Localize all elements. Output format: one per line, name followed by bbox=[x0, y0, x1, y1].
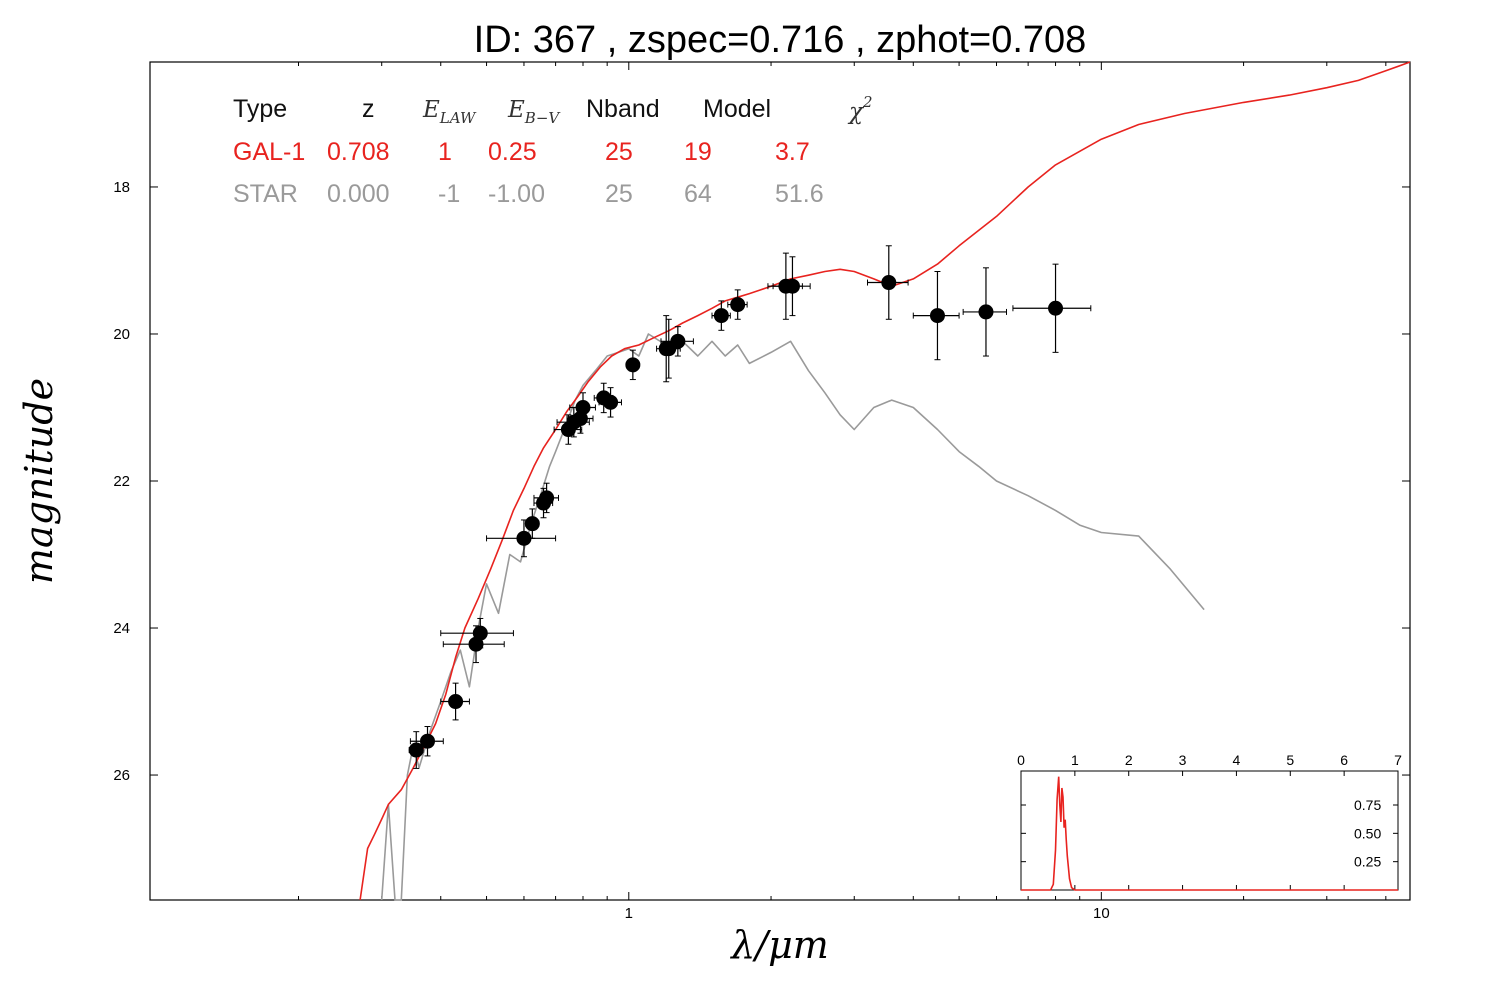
y-tick-label: 20 bbox=[113, 326, 130, 343]
data-point bbox=[962, 267, 1008, 357]
legend-cell-type: GAL-1 bbox=[233, 138, 305, 166]
inset-pdf-series bbox=[1021, 776, 1398, 891]
legend-cell-chi2: 3.7 bbox=[775, 138, 810, 166]
y-tick-label: 18 bbox=[113, 179, 130, 196]
data-point bbox=[440, 617, 514, 649]
data-point bbox=[524, 508, 540, 539]
data-point bbox=[440, 682, 470, 721]
legend-header-chi2: χ2 bbox=[847, 93, 872, 125]
inset-x-tick-label: 3 bbox=[1179, 752, 1187, 768]
x-axis-ticks: 1 10 bbox=[297, 62, 1387, 922]
point-marker bbox=[448, 694, 464, 710]
legend-header-elaw: ELAW bbox=[422, 97, 477, 127]
point-marker bbox=[516, 530, 532, 546]
inset-x-tick-label: 0 bbox=[1017, 752, 1025, 768]
data-point bbox=[711, 300, 731, 331]
data-point bbox=[409, 726, 444, 757]
y-tick-label: 24 bbox=[113, 620, 130, 637]
model-lines bbox=[359, 61, 1411, 901]
point-marker bbox=[929, 308, 945, 324]
point-marker bbox=[524, 516, 540, 532]
legend-cell-ebv: 0.25 bbox=[488, 138, 537, 166]
point-marker bbox=[730, 297, 746, 313]
point-marker bbox=[539, 490, 555, 506]
x-tick-label: 10 bbox=[1093, 905, 1110, 922]
data-point bbox=[598, 387, 622, 418]
chart-title: ID: 367 , zspec=0.716 , zphot=0.708 bbox=[474, 19, 1087, 61]
point-marker bbox=[881, 275, 897, 291]
legend-row-gal-1: GAL-1 0.708 1 0.25 25 19 3.7 bbox=[233, 138, 810, 166]
inset-ticks: 0 1 2 3 4 5 6 7 0.25 0.50 0.75 bbox=[1017, 752, 1402, 890]
redshift-pdf-inset: 0 1 2 3 4 5 6 7 0.25 0.50 0.75 bbox=[1017, 752, 1402, 891]
data-point bbox=[408, 731, 424, 769]
y-tick-label: 26 bbox=[113, 767, 130, 784]
y-axis-label: magnitude bbox=[17, 378, 61, 584]
inset-y-tick-label: 0.75 bbox=[1354, 797, 1381, 813]
data-point bbox=[772, 256, 811, 317]
data-point bbox=[656, 318, 681, 379]
legend-cell-model: 64 bbox=[684, 180, 712, 208]
legend-cell-nband: 25 bbox=[605, 138, 633, 166]
point-marker bbox=[420, 733, 436, 749]
inset-x-tick-label: 1 bbox=[1071, 752, 1079, 768]
point-marker bbox=[575, 399, 591, 415]
point-marker bbox=[472, 625, 488, 641]
x-tick-label: 1 bbox=[625, 905, 633, 922]
inset-y-tick-label: 0.50 bbox=[1354, 825, 1381, 841]
inset-x-tick-label: 5 bbox=[1286, 752, 1294, 768]
data-point bbox=[533, 482, 560, 514]
data-point bbox=[866, 245, 909, 320]
legend-header-ebv: EB−V bbox=[507, 97, 561, 127]
legend-header-model: Model bbox=[703, 95, 771, 123]
data-point bbox=[912, 271, 960, 361]
inset-pdf-line bbox=[1021, 776, 1398, 891]
legend-cell-model: 19 bbox=[684, 138, 712, 166]
legend-header-nband: Nband bbox=[586, 95, 660, 123]
inset-y-tick-label: 0.25 bbox=[1354, 854, 1381, 870]
legend-cell-ebv: -1.00 bbox=[488, 180, 545, 208]
point-marker bbox=[713, 308, 729, 324]
inset-x-tick-label: 7 bbox=[1394, 752, 1402, 768]
inset-x-tick-label: 4 bbox=[1233, 752, 1241, 768]
legend-row-star: STAR 0.000 -1 -1.00 25 64 51.6 bbox=[233, 180, 824, 208]
point-marker bbox=[670, 333, 686, 349]
x-axis-label: λ/μm bbox=[729, 923, 829, 967]
legend-cell-z: 0.000 bbox=[327, 180, 390, 208]
data-point bbox=[625, 349, 641, 381]
point-marker bbox=[625, 357, 641, 373]
point-marker bbox=[1048, 300, 1064, 316]
point-marker bbox=[603, 394, 619, 410]
legend-header-type: Type bbox=[233, 95, 287, 123]
legend-rows: GAL-1 0.708 1 0.25 25 19 3.7 STAR 0.000 -1 -1.00 25… bbox=[233, 138, 824, 208]
inset-x-tick-label: 2 bbox=[1125, 752, 1133, 768]
data-point bbox=[1012, 263, 1092, 353]
point-marker bbox=[784, 278, 800, 294]
inset-frame bbox=[1020, 770, 1399, 891]
photometry-points bbox=[408, 245, 1092, 769]
point-marker bbox=[978, 304, 994, 320]
inset-x-tick-label: 6 bbox=[1340, 752, 1348, 768]
legend-cell-nband: 25 bbox=[605, 180, 633, 208]
series-line-gal-1 bbox=[359, 61, 1411, 901]
data-point bbox=[569, 392, 596, 423]
legend-cell-chi2: 51.6 bbox=[775, 180, 824, 208]
legend-cell-z: 0.708 bbox=[327, 138, 390, 166]
point-marker bbox=[408, 742, 424, 758]
data-point bbox=[660, 326, 694, 357]
legend-cell-elaw: 1 bbox=[438, 138, 452, 166]
legend-header-z: z bbox=[362, 95, 375, 123]
data-point bbox=[727, 289, 748, 320]
data-point bbox=[486, 519, 557, 558]
fit-results-table: Type z ELAW EB−V Nband Model χ2 GAL-1 0.7… bbox=[233, 93, 872, 208]
y-tick-label: 22 bbox=[113, 473, 130, 490]
legend-cell-type: STAR bbox=[233, 180, 298, 208]
legend-cell-elaw: -1 bbox=[438, 180, 460, 208]
